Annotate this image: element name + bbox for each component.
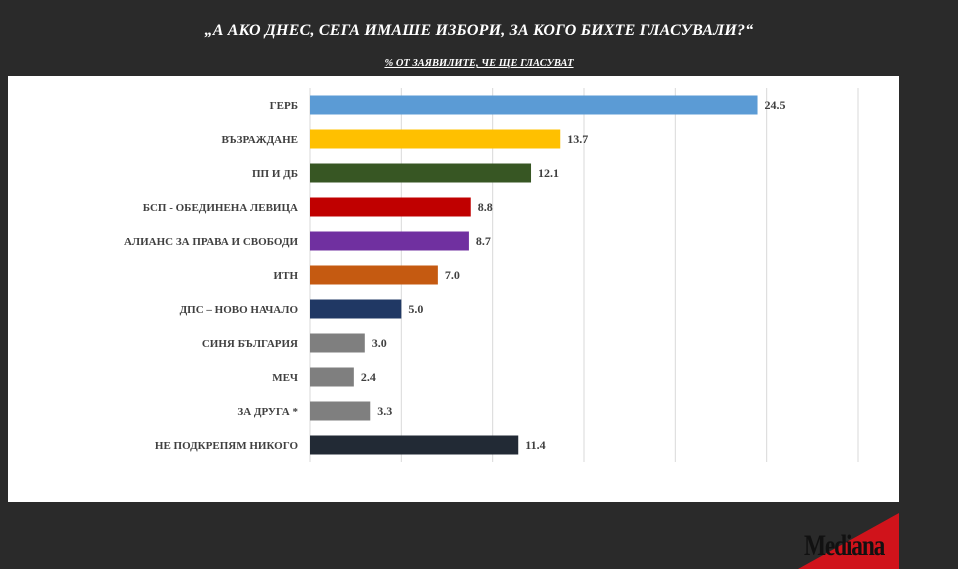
value-label: 3.3 — [377, 404, 392, 418]
category-label: ВЪЗРАЖДАНЕ — [221, 134, 298, 146]
bar — [310, 129, 561, 149]
bar — [310, 333, 365, 353]
bar — [310, 265, 438, 285]
value-label: 8.7 — [476, 234, 491, 248]
bar — [310, 231, 469, 251]
value-label: 13.7 — [567, 132, 588, 146]
category-label: ИТН — [274, 270, 299, 282]
chart-title: „А АКО ДНЕС, СЕГА ИМАШЕ ИЗБОРИ, ЗА КОГО … — [204, 22, 754, 39]
category-label: ЗА ДРУГА * — [237, 406, 298, 418]
bar — [310, 197, 471, 217]
bar — [310, 299, 402, 319]
bar — [310, 95, 758, 115]
value-label: 5.0 — [408, 302, 423, 316]
category-label: ПП И ДБ — [252, 168, 298, 180]
category-label: ГЕРБ — [270, 100, 298, 112]
bar — [310, 163, 532, 183]
value-label: 8.8 — [478, 200, 493, 214]
category-label: МЕЧ — [272, 372, 298, 384]
value-label: 2.4 — [361, 370, 376, 384]
chart-panel: ГЕРБ 24.5 ВЪЗРАЖДАНЕ 13.7 ПП И ДБ 12.1 БСП - О… — [8, 76, 899, 569]
mediana-logo: Mediana — [798, 513, 899, 569]
value-label: 12.1 — [538, 166, 559, 180]
chart-subtitle: % ОТ ЗАЯВИЛИТЕ, ЧЕ ЩЕ ГЛАСУВАТ — [384, 58, 574, 69]
value-label: 11.4 — [525, 438, 545, 452]
category-label: ДПС – НОВО НАЧАЛО — [180, 304, 299, 316]
category-label: БСП - ОБЕДИНЕНА ЛЕВИЦА — [143, 202, 298, 214]
logo-text: Mediana — [804, 529, 885, 562]
value-label: 3.0 — [372, 336, 387, 350]
bar — [310, 401, 371, 421]
value-label: 24.5 — [765, 98, 786, 112]
bar-chart: ГЕРБ 24.5 ВЪЗРАЖДАНЕ 13.7 ПП И ДБ 12.1 БСП - О… — [124, 88, 859, 462]
category-label: СИНЯ БЪЛГАРИЯ — [202, 338, 298, 350]
bar — [310, 435, 519, 455]
category-label: АЛИАНС ЗА ПРАВА И СВОБОДИ — [124, 236, 298, 248]
category-label: НЕ ПОДКРЕПЯМ НИКОГО — [155, 440, 299, 452]
value-label: 7.0 — [445, 268, 460, 282]
bar — [310, 367, 354, 387]
